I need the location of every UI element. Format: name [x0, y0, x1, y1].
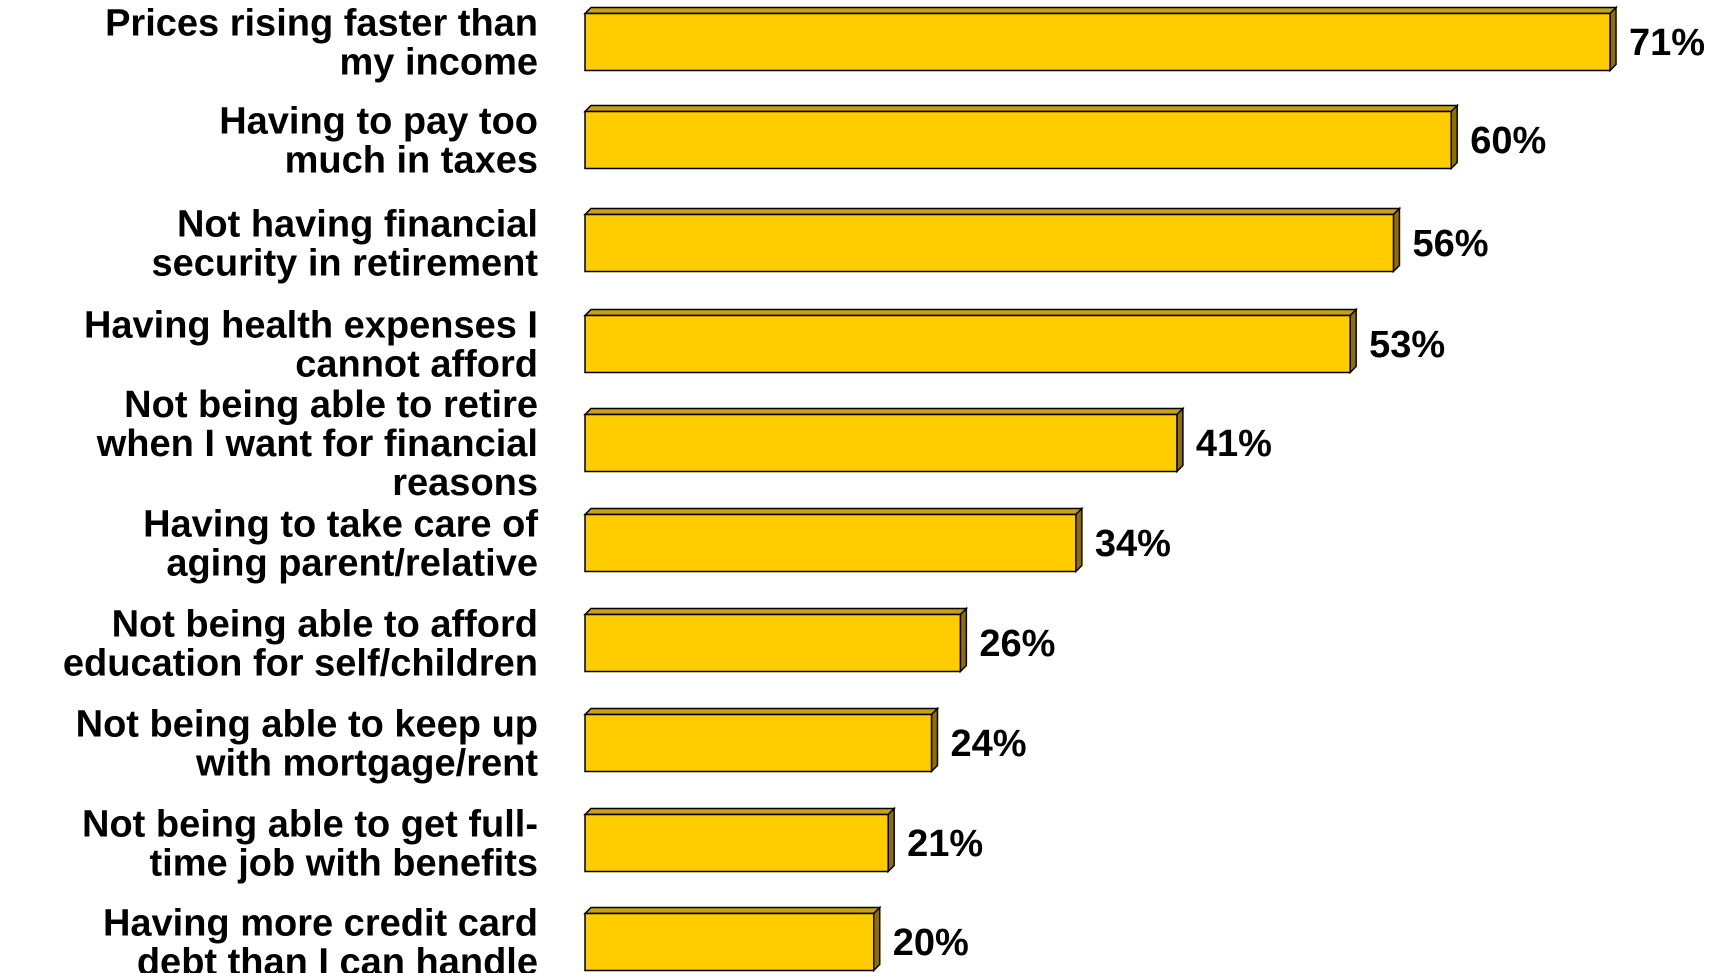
bar-side-face — [887, 806, 895, 874]
bar-front-face — [584, 613, 962, 673]
value-label: 20% — [893, 922, 969, 964]
bar — [583, 5, 1618, 73]
category-label-line: security in retirement — [152, 243, 539, 285]
category-label: Not being able to get full-time job with… — [82, 804, 538, 885]
category-label-line: cannot afford — [295, 344, 538, 386]
bar-side-face — [930, 706, 939, 774]
category-label-line: Having health expenses I — [84, 305, 538, 347]
bar-top-face — [583, 707, 940, 716]
bar — [583, 706, 940, 774]
value-label: 41% — [1196, 423, 1272, 465]
bar-side-face — [1075, 506, 1083, 574]
category-label-line: Having more credit card — [103, 903, 538, 945]
bar-front-face — [584, 12, 1611, 72]
category-label-line: my income — [339, 42, 538, 84]
category-label: Not being able to afford education for se… — [63, 604, 538, 685]
category-label-line: Having to pay too — [219, 101, 538, 143]
bar-top-face — [583, 807, 896, 816]
bar — [583, 806, 896, 874]
bar — [583, 905, 882, 973]
value-labels: 71% 60% 56% 53% 41% 34% 26% 24% 21% 20% — [893, 22, 1705, 964]
category-label-line: Having to take care of — [143, 504, 538, 546]
category-label: Having to pay too much in taxes — [219, 101, 538, 182]
category-label-line: Not being able to keep up — [76, 704, 538, 746]
category-label-line: with mortgage/rent — [195, 743, 538, 785]
value-label: 21% — [907, 823, 983, 865]
value-label: 53% — [1369, 324, 1445, 366]
category-label-line: Not having financial — [177, 204, 538, 246]
category-label: Not having financial security in retireme… — [152, 204, 539, 285]
value-label: 71% — [1629, 22, 1705, 64]
bar-front-face — [584, 912, 875, 972]
bar-top-face — [583, 308, 1358, 317]
value-label: 24% — [950, 723, 1026, 765]
category-label-line: education for self/children — [63, 643, 538, 685]
bar-top-face — [583, 607, 969, 616]
category-label-line: Not being able to retire — [124, 384, 538, 426]
category-label-line: debt than I can handle — [137, 942, 538, 973]
value-label: 34% — [1095, 523, 1171, 565]
bar-side-face — [1450, 103, 1458, 171]
category-label: Not being able to retire when I want for … — [96, 384, 538, 504]
bar-side-face — [1392, 206, 1401, 274]
bar-top-face — [583, 6, 1618, 15]
bar-side-face — [1349, 307, 1357, 375]
category-label-line: Prices rising faster than — [105, 3, 538, 45]
value-label: 60% — [1470, 120, 1546, 162]
category-label-line: Not being able to get full- — [82, 804, 538, 846]
category-label-line: reasons — [392, 462, 538, 504]
category-label: Having to take care of aging parent/relat… — [143, 504, 538, 585]
bar — [583, 103, 1460, 171]
bar-side-face — [872, 905, 881, 973]
bar-side-face — [1609, 5, 1617, 73]
category-labels: Prices rising faster than my income Having… — [63, 3, 538, 973]
bar — [583, 206, 1402, 274]
bar-front-face — [584, 513, 1077, 573]
bar-top-face — [583, 207, 1402, 216]
bar — [583, 506, 1084, 574]
category-label-line: time job with benefits — [150, 843, 538, 885]
bar — [583, 606, 969, 674]
category-label-line: Not being able to afford — [112, 604, 538, 646]
bar-front-face — [584, 213, 1395, 273]
bar-side-face — [959, 606, 968, 674]
bar — [583, 307, 1358, 375]
bar-front-face — [584, 110, 1452, 170]
category-label-line: when I want for financial — [96, 423, 538, 465]
bar-top-face — [583, 507, 1084, 516]
bar-front-face — [584, 314, 1351, 374]
value-label: 26% — [979, 623, 1055, 665]
bars — [583, 5, 1618, 973]
bar-top-face — [583, 906, 882, 915]
category-label: Having more credit card debt than I can h… — [103, 903, 538, 973]
bar-front-face — [584, 813, 889, 873]
bar-front-face — [584, 713, 933, 773]
category-label-line: much in taxes — [285, 140, 538, 182]
bar-side-face — [1176, 406, 1184, 474]
bar — [583, 406, 1185, 474]
category-label: Not being able to keep up with mortgage/r… — [76, 704, 539, 785]
value-label: 56% — [1412, 223, 1488, 265]
category-label: Prices rising faster than my income — [105, 3, 538, 84]
category-label-line: aging parent/relative — [166, 543, 538, 585]
bar-top-face — [583, 104, 1460, 113]
bar-top-face — [583, 407, 1185, 416]
bar-front-face — [584, 413, 1178, 473]
